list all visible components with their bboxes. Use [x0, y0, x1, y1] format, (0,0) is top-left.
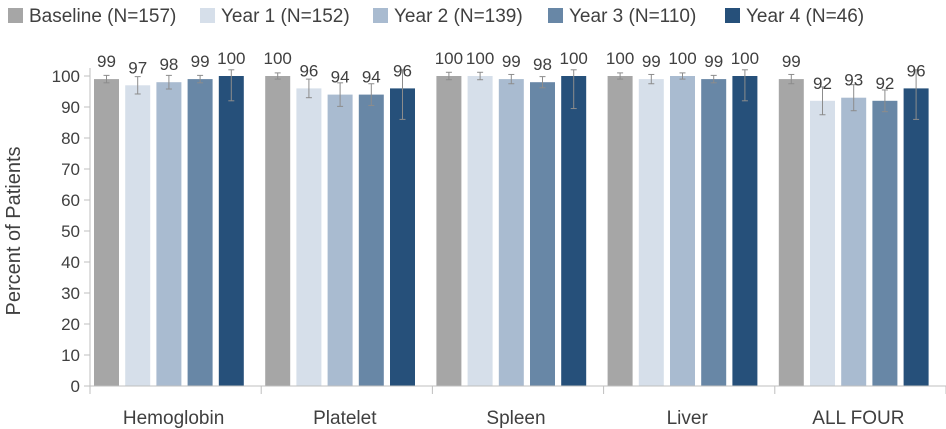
legend-label: Year 4 (N=46)	[746, 6, 864, 27]
bar	[607, 76, 633, 386]
bar	[530, 82, 555, 386]
y-tick-label: 50	[61, 222, 80, 241]
bar	[778, 79, 804, 386]
bar	[218, 76, 244, 386]
data-label: 92	[813, 74, 832, 93]
legend: Baseline (N=157) Year 1 (N=152) Year 2 (N=…	[8, 6, 864, 27]
data-label: 98	[159, 55, 178, 74]
y-tick-label: 100	[52, 67, 80, 86]
data-label: 100	[560, 49, 588, 68]
y-tick-label: 80	[61, 129, 80, 148]
x-category-label: ALL FOUR	[812, 408, 904, 429]
data-label: 99	[97, 52, 116, 71]
bar	[841, 97, 867, 386]
bar	[872, 100, 898, 387]
x-category-label: Liver	[667, 408, 709, 429]
legend-swatch	[725, 8, 740, 23]
bar	[125, 85, 151, 387]
y-tick-label: 10	[61, 346, 80, 365]
y-tick-label: 60	[61, 191, 80, 210]
bar	[498, 79, 524, 386]
bar	[467, 76, 493, 386]
bar	[903, 88, 929, 387]
bar	[390, 88, 415, 387]
x-category-label: Platelet	[313, 408, 377, 429]
legend-swatch	[8, 8, 23, 23]
data-label: 99	[782, 52, 801, 71]
data-label: 97	[128, 58, 147, 77]
bar	[701, 79, 727, 386]
legend-swatch	[373, 8, 388, 23]
data-label: 99	[191, 52, 210, 71]
y-tick-label: 90	[61, 98, 80, 117]
y-tick-label: 0	[71, 377, 80, 396]
bar	[561, 76, 587, 386]
data-label: 99	[502, 52, 521, 71]
bar	[810, 100, 835, 387]
bar	[358, 94, 384, 386]
legend-swatch	[200, 8, 215, 23]
data-label: 100	[668, 49, 696, 68]
data-label: 100	[731, 49, 759, 68]
bar	[670, 76, 695, 386]
legend-label: Baseline (N=157)	[29, 6, 176, 27]
legend-label: Year 1 (N=152)	[221, 6, 350, 27]
data-label: 98	[533, 55, 552, 74]
legend-label: Year 2 (N=139)	[394, 6, 523, 27]
data-label: 99	[642, 52, 661, 71]
y-tick-label: 40	[61, 253, 80, 272]
data-label: 94	[331, 68, 350, 87]
bar	[436, 76, 462, 386]
data-label: 100	[466, 49, 494, 68]
data-label: 100	[217, 49, 245, 68]
axes: 0 10 20 30 40 50 60 70 80 90 100 Percent of Patient…	[3, 67, 946, 429]
y-axis-title: Percent of Patients	[3, 147, 25, 316]
legend-swatch	[548, 8, 563, 23]
data-label: 96	[393, 61, 412, 80]
data-label: 100	[264, 49, 292, 68]
data-label: 93	[844, 71, 863, 90]
data-label: 100	[606, 49, 634, 68]
bar	[296, 88, 322, 387]
data-label: 92	[875, 74, 894, 93]
x-category-label: Hemoglobin	[123, 408, 224, 429]
data-label: 100	[435, 49, 463, 68]
x-category-label: Spleen	[486, 408, 545, 429]
data-label: 96	[907, 61, 926, 80]
data-label: 94	[362, 68, 381, 87]
bar	[732, 76, 758, 386]
bar	[187, 79, 213, 386]
data-label: 99	[704, 52, 723, 71]
y-tick-label: 70	[61, 160, 80, 179]
y-tick-label: 20	[61, 315, 80, 334]
bar	[94, 79, 119, 386]
bar	[327, 94, 353, 386]
bar	[156, 82, 182, 386]
bar	[638, 79, 664, 386]
bar	[265, 76, 291, 386]
data-label: 96	[299, 61, 318, 80]
legend-label: Year 3 (N=110)	[569, 6, 696, 27]
y-tick-label: 30	[61, 284, 80, 303]
